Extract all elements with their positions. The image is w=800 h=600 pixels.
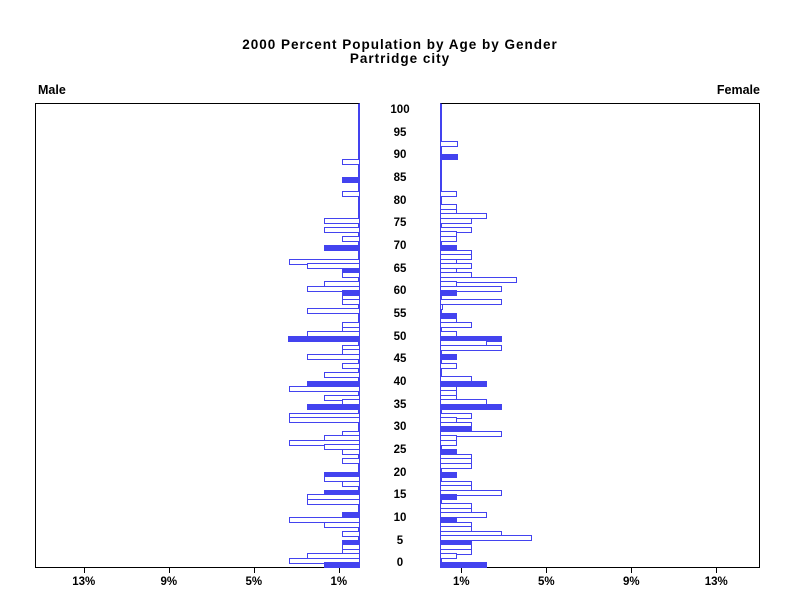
female-bar-age-35	[440, 403, 502, 410]
age-tick-label-90: 90	[393, 149, 407, 162]
pct-tick-male-1%	[338, 568, 340, 573]
pct-tick-female-1%	[461, 568, 463, 573]
female-axis-label: Female	[716, 83, 760, 97]
chart-title: 2000 Percent Population by Age by Gender…	[0, 38, 800, 66]
age-tick-label-15: 15	[393, 489, 407, 502]
female-bar-age-53	[440, 322, 472, 329]
age-tick-label-80: 80	[393, 194, 407, 207]
male-bar-age-44	[341, 362, 360, 369]
female-bar-age-2	[440, 553, 457, 560]
age-tick-label-85: 85	[393, 171, 407, 184]
male-bar-age-39	[288, 385, 360, 392]
age-tick-label-5: 5	[396, 534, 404, 547]
chart-title-line1: 2000 Percent Population by Age by Gender	[242, 37, 558, 52]
male-bar-age-64	[341, 272, 360, 279]
female-bar-age-82	[440, 190, 457, 197]
male-bar-age-32	[288, 417, 360, 424]
age-tick-label-0: 0	[396, 557, 404, 570]
male-bar-age-56	[306, 308, 360, 315]
age-tick-label-10: 10	[393, 511, 407, 524]
pct-tick-label-male-9%: 9%	[160, 576, 178, 588]
female-bar-age-27	[440, 439, 457, 446]
age-tick-label-50: 50	[393, 330, 407, 343]
age-tick-label-40: 40	[393, 375, 407, 388]
male-bar-age-85	[341, 176, 360, 183]
female-bar-age-20	[440, 471, 457, 478]
female-bar-age-6	[440, 535, 533, 542]
pct-tick-male-5%	[253, 568, 255, 573]
male-bar-age-7	[341, 530, 360, 537]
pct-tick-label-female-5%: 5%	[537, 576, 555, 588]
female-bar-age-72	[440, 235, 457, 242]
female-bar-age-44	[440, 362, 457, 369]
male-plot-area	[35, 103, 360, 568]
pct-tick-female-13%	[716, 568, 718, 573]
male-bar-age-18	[341, 480, 360, 487]
pct-tick-female-9%	[631, 568, 633, 573]
age-tick-label-100: 100	[390, 103, 410, 116]
age-tick-label-65: 65	[393, 262, 407, 275]
male-bar-age-25	[341, 448, 360, 455]
male-bar-age-14	[306, 498, 360, 505]
pct-tick-male-13%	[83, 568, 85, 573]
male-bar-age-72	[341, 235, 360, 242]
male-bar-age-76	[323, 217, 360, 224]
pct-tick-label-male-1%: 1%	[330, 576, 348, 588]
female-bar-age-29	[440, 430, 502, 437]
male-bar-age-46	[306, 353, 360, 360]
age-tick-label-95: 95	[393, 126, 407, 139]
male-bar-age-23	[341, 458, 360, 465]
female-bar-age-46	[440, 353, 457, 360]
male-bar-age-42	[323, 371, 360, 378]
age-tick-label-55: 55	[393, 307, 407, 320]
male-axis-label: Male	[38, 83, 66, 97]
pct-tick-label-female-9%: 9%	[622, 576, 640, 588]
chart-title-line2: Partridge city	[349, 51, 451, 66]
female-bar-age-76	[440, 217, 472, 224]
female-bar-age-58	[440, 299, 502, 306]
pct-tick-label-male-5%: 5%	[245, 576, 263, 588]
age-tick-label-75: 75	[393, 217, 407, 230]
age-tick-label-45: 45	[393, 353, 407, 366]
age-tick-label-70: 70	[393, 239, 407, 252]
male-bar-age-82	[341, 190, 360, 197]
male-bar-age-9	[323, 521, 360, 528]
male-bar-age-66	[306, 263, 360, 270]
female-bar-age-90	[440, 154, 459, 161]
female-bar-age-22	[440, 462, 472, 469]
male-bar-age-74	[323, 226, 360, 233]
age-tick-label-20: 20	[393, 466, 407, 479]
male-bar-age-58	[341, 299, 360, 306]
female-bar-age-16	[440, 489, 502, 496]
male-bar-age-61	[306, 285, 360, 292]
female-bar-age-48	[440, 344, 502, 351]
age-tick-label-25: 25	[393, 443, 407, 456]
male-bar-age-35	[306, 403, 360, 410]
female-bar-age-11	[440, 512, 487, 519]
female-bar-age-40	[440, 380, 487, 387]
male-bar-age-0	[323, 562, 360, 569]
male-bar-age-70	[323, 244, 360, 251]
female-bar-age-61	[440, 285, 502, 292]
male-bar-age-89	[341, 158, 360, 165]
female-bar-age-63	[440, 276, 517, 283]
female-bar-age-93	[440, 140, 459, 147]
pct-tick-label-male-13%: 13%	[72, 576, 96, 588]
pct-tick-label-female-1%: 1%	[452, 576, 470, 588]
age-tick-label-35: 35	[393, 398, 407, 411]
pct-tick-label-female-13%: 13%	[704, 576, 728, 588]
age-tick-label-60: 60	[393, 285, 407, 298]
female-bar-age-57	[440, 303, 444, 310]
age-tick-label-30: 30	[393, 421, 407, 434]
pct-tick-male-9%	[168, 568, 170, 573]
female-bar-age-15	[440, 494, 457, 501]
pct-tick-female-5%	[546, 568, 548, 573]
female-bar-age-0	[440, 562, 487, 569]
male-bar-age-50	[287, 335, 360, 342]
female-bar-age-60	[440, 290, 457, 297]
